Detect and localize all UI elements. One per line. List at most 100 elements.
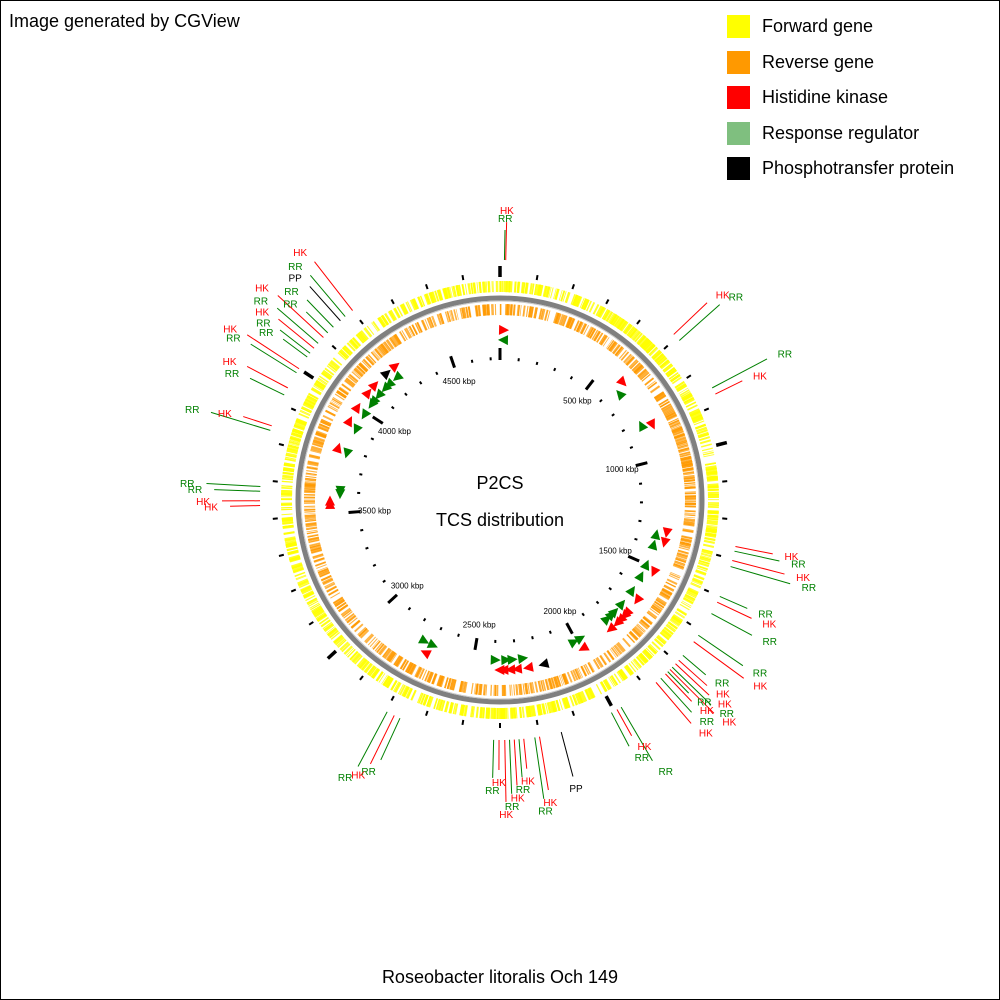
forward-gene-mark (704, 534, 716, 538)
reverse-gene-mark (306, 465, 318, 469)
reverse-gene-track (303, 303, 697, 696)
tcs-feature-rr (634, 571, 644, 583)
reverse-gene-mark (313, 557, 325, 562)
outer-tick (663, 344, 669, 350)
tcs-feature-rr (343, 447, 354, 459)
reverse-gene-mark (304, 481, 316, 483)
forward-gene-mark (515, 707, 518, 719)
outer-tick (461, 274, 465, 281)
reverse-gene-mark (680, 459, 693, 464)
forward-gene-mark (645, 343, 655, 353)
reverse-gene-mark (450, 679, 455, 690)
reverse-gene-mark (338, 604, 348, 612)
reverse-gene-mark (307, 533, 319, 538)
outer-tick (290, 407, 297, 412)
callout-line (249, 377, 285, 396)
reverse-gene-mark (656, 596, 667, 605)
forward-gene-mark (296, 418, 308, 424)
forward-gene-mark (336, 638, 346, 647)
reverse-gene-mark (674, 560, 686, 566)
forward-gene-mark (658, 357, 668, 366)
forward-gene-mark (486, 707, 490, 719)
reverse-gene-mark (666, 578, 678, 586)
forward-gene-mark (704, 538, 716, 541)
forward-gene-mark (592, 303, 600, 315)
forward-gene-mark (390, 680, 398, 691)
forward-gene-mark (551, 701, 556, 713)
reverse-gene-mark (317, 566, 328, 572)
map-subtitle: TCS distribution (436, 510, 564, 530)
reverse-gene-mark (316, 564, 327, 569)
forward-gene-mark (647, 645, 657, 655)
forward-gene-mark (428, 292, 434, 304)
forward-gene-mark (461, 704, 465, 716)
reverse-gene-mark (449, 678, 453, 690)
forward-gene-mark (648, 644, 658, 654)
ruler-tick (627, 554, 640, 563)
legend-label-phosphotransfer-protein: Phosphotransfer protein (762, 158, 955, 179)
reverse-gene-mark (640, 619, 650, 628)
forward-gene-mark (595, 305, 602, 316)
reverse-gene-mark (351, 371, 361, 380)
forward-gene-mark (396, 306, 404, 317)
ruler-tick (581, 612, 585, 617)
callout-label: RR (498, 214, 512, 225)
reverse-gene-mark (336, 601, 347, 610)
reverse-gene-mark (306, 531, 318, 535)
reverse-gene-mark (312, 441, 324, 447)
forward-gene-mark (393, 681, 400, 693)
callout-label: RR (226, 334, 240, 345)
reverse-gene-mark (683, 474, 695, 478)
reverse-gene-mark (679, 543, 691, 548)
callout-label: RR (758, 609, 772, 620)
forward-gene-mark (311, 605, 322, 612)
reverse-gene-mark (540, 308, 544, 320)
ruler-tick (584, 379, 595, 391)
reverse-gene-mark (331, 399, 341, 407)
forward-gene-mark (424, 695, 429, 706)
callout-label: HK (492, 778, 506, 789)
callout-line (518, 739, 523, 778)
forward-gene-mark (326, 365, 337, 373)
reverse-gene-mark (347, 375, 358, 384)
reverse-gene-mark (560, 314, 567, 326)
forward-gene-mark (681, 600, 692, 607)
forward-gene-mark (320, 619, 331, 628)
reverse-gene-mark (683, 519, 695, 522)
callout-line (206, 482, 261, 488)
tcs-feature-hk (325, 495, 336, 506)
reverse-gene-mark (628, 632, 638, 641)
callout-line (655, 682, 692, 724)
forward-gene-mark (699, 556, 711, 561)
forward-gene-mark (700, 552, 712, 557)
forward-gene-mark (669, 619, 679, 627)
callout-label: HK (499, 810, 513, 821)
reverse-gene-mark (583, 324, 589, 336)
forward-gene-mark (575, 693, 581, 705)
ruler-tick (418, 381, 423, 385)
forward-gene-mark (699, 439, 711, 445)
reverse-gene-mark (612, 646, 620, 656)
reverse-gene-mark (680, 455, 692, 460)
forward-gene-mark (690, 411, 702, 418)
callout-line (279, 329, 311, 354)
reverse-gene-mark (306, 526, 318, 531)
ruler-tick (473, 637, 479, 651)
reverse-gene-mark (564, 673, 570, 684)
reverse-gene-mark (620, 351, 629, 361)
reverse-gene-mark (577, 667, 584, 678)
forward-gene-mark (579, 691, 586, 703)
reverse-gene-mark (663, 586, 674, 592)
reverse-gene-mark (348, 374, 359, 383)
reverse-gene-mark (350, 619, 361, 629)
ruler-label: 2500 kbp (463, 620, 496, 629)
forward-gene-mark (532, 705, 537, 717)
forward-gene-mark (680, 390, 691, 397)
forward-gene-mark (410, 689, 417, 701)
reverse-gene-mark (681, 537, 692, 541)
forward-gene-mark (615, 318, 624, 329)
tcs-feature-pp (379, 369, 391, 381)
reverse-gene-mark (486, 304, 489, 316)
reverse-gene-mark (663, 585, 675, 592)
